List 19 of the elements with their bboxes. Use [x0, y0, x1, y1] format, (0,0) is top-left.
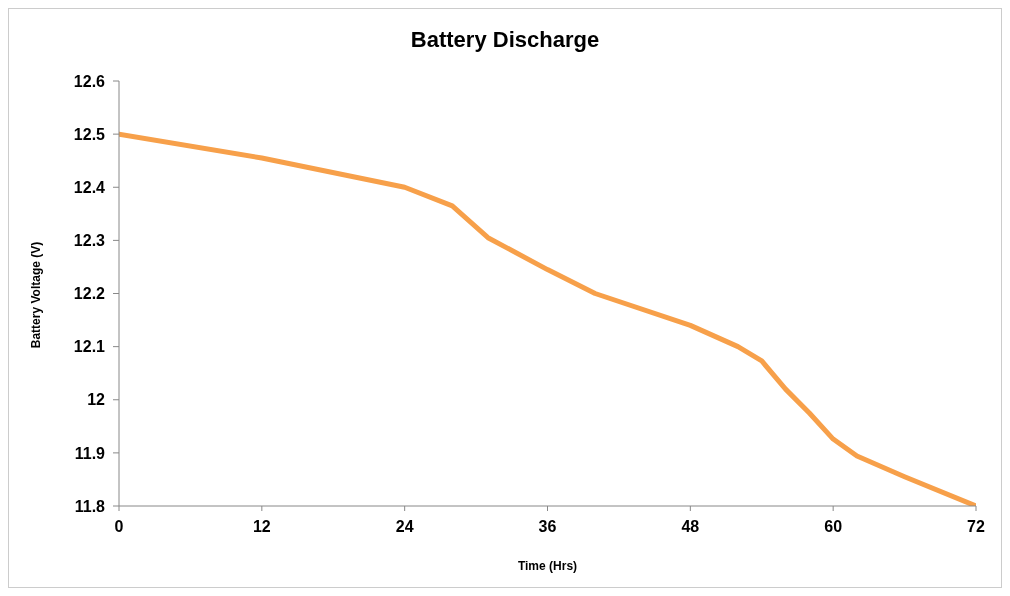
x-tick-label: 60: [824, 518, 843, 536]
x-tick-label: 72: [967, 518, 985, 536]
y-tick-label: 12.1: [73, 338, 106, 356]
y-tick-label: 12.2: [73, 285, 106, 303]
y-axis-title: Battery Voltage (V): [29, 241, 43, 349]
x-tick-label: 36: [538, 518, 557, 536]
chart-title: Battery Discharge: [409, 27, 601, 53]
y-tick-label: 12.6: [73, 72, 106, 90]
x-tick-label: 48: [681, 518, 700, 536]
y-tick-label: 12.4: [73, 178, 106, 196]
y-tick-label: 11.9: [74, 444, 106, 462]
y-tick-label: 11.8: [74, 497, 106, 515]
y-tick-label: 12.3: [73, 232, 106, 250]
x-tick-label: 0: [114, 518, 124, 536]
x-tick-label: 24: [395, 518, 414, 536]
x-tick-label: 12: [252, 518, 271, 536]
y-tick-label: 12.5: [73, 125, 106, 143]
y-tick-label: 12: [87, 391, 106, 409]
x-axis-title: Time (Hrs): [516, 559, 579, 573]
